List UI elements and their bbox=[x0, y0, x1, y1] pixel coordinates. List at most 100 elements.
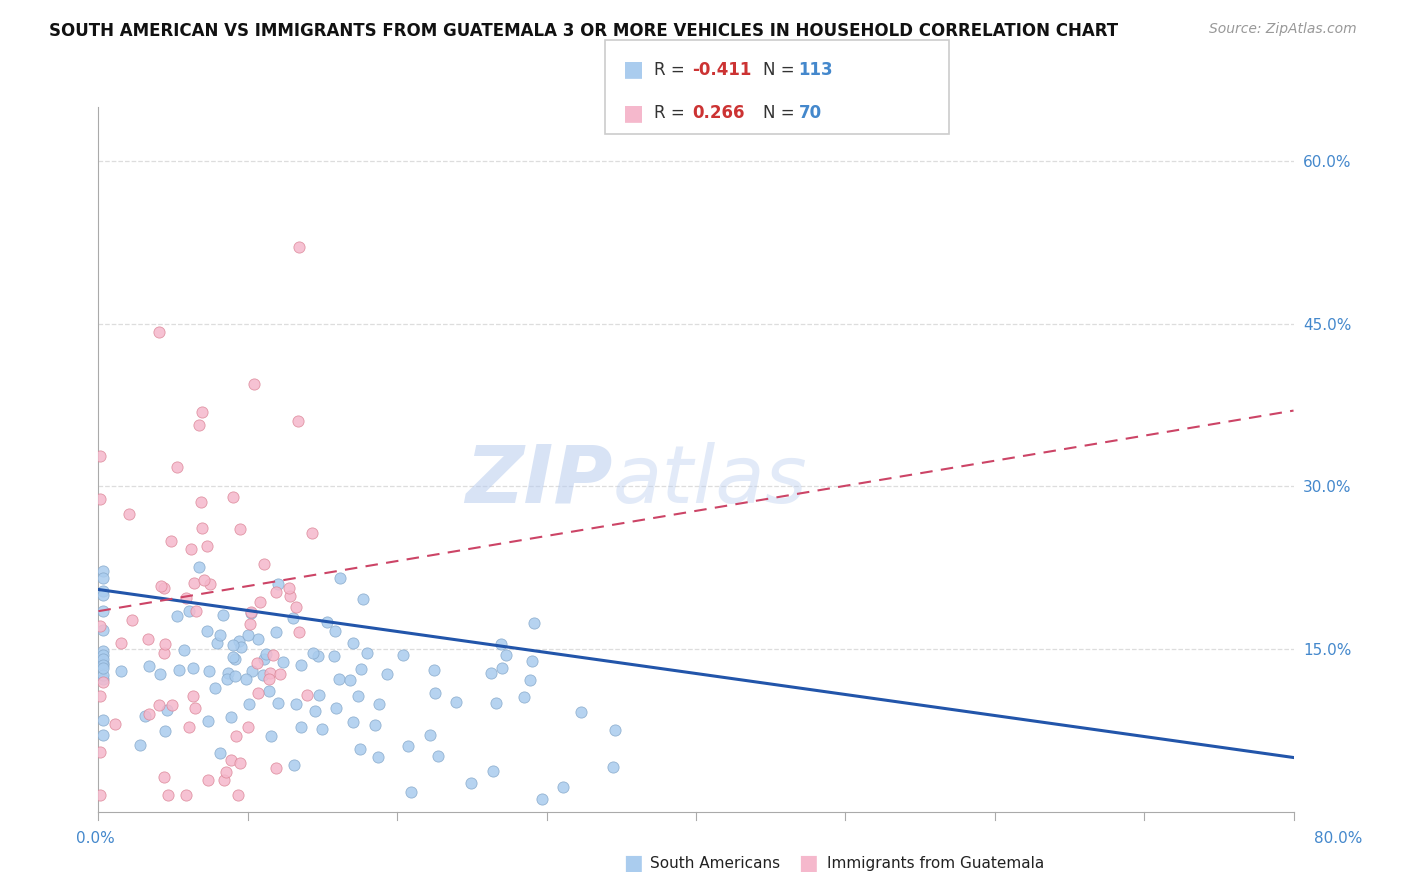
Immigrants from Guatemala bbox=[174, 591, 197, 606]
South Americans bbox=[425, 686, 447, 700]
South Americans bbox=[205, 636, 228, 650]
South Americans bbox=[215, 672, 238, 686]
South Americans bbox=[266, 577, 288, 591]
South Americans bbox=[281, 611, 304, 625]
South Americans bbox=[208, 746, 231, 760]
Immigrants from Guatemala bbox=[89, 619, 111, 633]
Immigrants from Guatemala bbox=[229, 522, 252, 536]
Immigrants from Guatemala bbox=[183, 575, 205, 590]
Immigrants from Guatemala bbox=[262, 648, 284, 662]
Immigrants from Guatemala bbox=[117, 507, 139, 521]
Text: 70: 70 bbox=[799, 104, 821, 122]
South Americans bbox=[316, 615, 339, 629]
South Americans bbox=[149, 667, 172, 681]
Immigrants from Guatemala bbox=[190, 495, 212, 509]
Immigrants from Guatemala bbox=[229, 756, 252, 771]
South Americans bbox=[221, 710, 243, 724]
South Americans bbox=[308, 688, 330, 702]
South Americans bbox=[91, 661, 114, 675]
South Americans bbox=[155, 723, 177, 738]
South Americans bbox=[91, 656, 114, 670]
Immigrants from Guatemala bbox=[176, 789, 198, 803]
South Americans bbox=[260, 729, 283, 743]
South Americans bbox=[209, 627, 232, 641]
South Americans bbox=[419, 728, 441, 742]
Text: ZIP: ZIP bbox=[465, 442, 613, 519]
South Americans bbox=[392, 648, 415, 662]
Immigrants from Guatemala bbox=[121, 613, 143, 627]
Text: SOUTH AMERICAN VS IMMIGRANTS FROM GUATEMALA 3 OR MORE VEHICLES IN HOUSEHOLD CORR: SOUTH AMERICAN VS IMMIGRANTS FROM GUATEM… bbox=[49, 22, 1118, 40]
South Americans bbox=[91, 644, 114, 658]
South Americans bbox=[91, 564, 114, 578]
South Americans bbox=[91, 652, 114, 666]
South Americans bbox=[222, 649, 245, 664]
South Americans bbox=[271, 656, 294, 670]
Immigrants from Guatemala bbox=[257, 672, 280, 686]
South Americans bbox=[304, 704, 326, 718]
South Americans bbox=[204, 681, 226, 695]
South Americans bbox=[197, 714, 219, 729]
Text: atlas: atlas bbox=[613, 442, 807, 519]
Immigrants from Guatemala bbox=[152, 770, 174, 784]
South Americans bbox=[91, 583, 114, 598]
South Americans bbox=[91, 658, 114, 673]
Immigrants from Guatemala bbox=[277, 582, 299, 596]
Immigrants from Guatemala bbox=[221, 490, 243, 504]
South Americans bbox=[224, 651, 246, 665]
Immigrants from Guatemala bbox=[249, 595, 271, 609]
Immigrants from Guatemala bbox=[246, 685, 269, 699]
South Americans bbox=[235, 672, 257, 686]
South Americans bbox=[166, 608, 188, 623]
South Americans bbox=[423, 663, 446, 677]
Immigrants from Guatemala bbox=[89, 789, 111, 803]
Immigrants from Guatemala bbox=[148, 325, 170, 339]
Text: ■: ■ bbox=[799, 854, 818, 873]
South Americans bbox=[222, 638, 245, 652]
South Americans bbox=[491, 661, 513, 675]
Immigrants from Guatemala bbox=[188, 418, 211, 433]
South Americans bbox=[349, 742, 371, 756]
South Americans bbox=[325, 701, 347, 715]
South Americans bbox=[285, 697, 308, 711]
Immigrants from Guatemala bbox=[160, 534, 183, 549]
South Americans bbox=[138, 659, 160, 673]
Text: 80.0%: 80.0% bbox=[1315, 831, 1362, 847]
South Americans bbox=[173, 643, 195, 657]
Immigrants from Guatemala bbox=[193, 574, 215, 588]
South Americans bbox=[426, 749, 449, 764]
Text: ■: ■ bbox=[623, 60, 644, 79]
South Americans bbox=[523, 615, 546, 630]
South Americans bbox=[485, 696, 508, 710]
South Americans bbox=[569, 705, 592, 719]
Text: ■: ■ bbox=[623, 854, 643, 873]
South Americans bbox=[346, 690, 368, 704]
South Americans bbox=[491, 637, 513, 651]
South Americans bbox=[396, 739, 419, 754]
Immigrants from Guatemala bbox=[110, 636, 132, 650]
South Americans bbox=[495, 648, 517, 662]
Text: 113: 113 bbox=[799, 61, 834, 78]
Immigrants from Guatemala bbox=[200, 577, 222, 591]
South Americans bbox=[134, 709, 156, 723]
South Americans bbox=[179, 604, 201, 618]
Immigrants from Guatemala bbox=[104, 717, 127, 731]
Immigrants from Guatemala bbox=[160, 698, 183, 713]
South Americans bbox=[167, 663, 190, 677]
South Americans bbox=[259, 684, 281, 698]
South Americans bbox=[252, 668, 274, 682]
South Americans bbox=[231, 640, 253, 655]
South Americans bbox=[181, 661, 204, 675]
Immigrants from Guatemala bbox=[89, 491, 111, 506]
South Americans bbox=[283, 757, 305, 772]
South Americans bbox=[91, 571, 114, 585]
South Americans bbox=[349, 662, 371, 676]
South Americans bbox=[188, 560, 211, 574]
Immigrants from Guatemala bbox=[184, 700, 207, 714]
Immigrants from Guatemala bbox=[215, 765, 238, 780]
Immigrants from Guatemala bbox=[190, 521, 212, 535]
Immigrants from Guatemala bbox=[239, 617, 262, 632]
Immigrants from Guatemala bbox=[89, 745, 111, 759]
Immigrants from Guatemala bbox=[226, 789, 249, 803]
South Americans bbox=[267, 696, 290, 710]
Immigrants from Guatemala bbox=[264, 585, 287, 599]
